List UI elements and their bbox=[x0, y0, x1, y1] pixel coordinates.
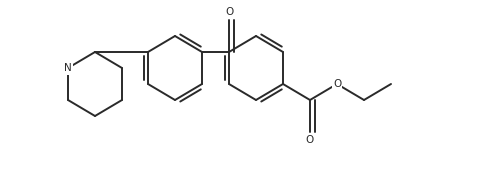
Text: O: O bbox=[333, 79, 341, 89]
Text: O: O bbox=[306, 135, 314, 145]
Text: O: O bbox=[225, 7, 233, 17]
Text: N: N bbox=[64, 63, 72, 73]
